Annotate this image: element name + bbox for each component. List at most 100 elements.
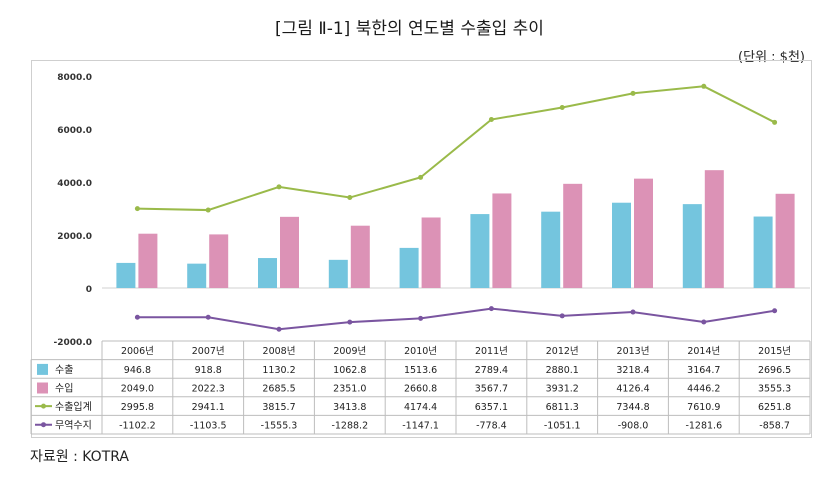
table-category-label: 2009년 [333,346,366,357]
table-cell-value: 7610.9 [687,402,720,413]
legend-key-export [37,364,48,375]
bar-export [470,214,489,288]
bar-import [280,217,299,288]
table-category-label: 2011년 [475,346,508,357]
bar-import [422,217,441,288]
point-balance [560,313,565,318]
table-cell-value: 6357.1 [475,402,508,413]
table-cell-value: -1102.2 [119,421,156,432]
table-cell-value: 1062.8 [333,365,366,376]
bar-export [400,248,419,288]
y-tick-label: 4000.0 [57,179,92,189]
bar-import [705,170,724,288]
table-cell-value: -778.4 [476,421,507,432]
y-tick-label: 0 [86,285,92,295]
point-total [489,117,494,122]
table-cell-value: 2351.0 [333,384,366,395]
bar-import [634,179,653,288]
bar-export [329,260,348,288]
table-cell-value: 4126.4 [616,384,649,395]
legend-label: 수출 [55,364,73,376]
legend-key-marker [41,422,46,427]
bar-import [209,234,228,288]
table-cell-value: 3815.7 [262,402,295,413]
table-cell-value: 4446.2 [687,384,720,395]
legend-label: 무역수지 [55,420,92,432]
bar-import [138,234,157,288]
table-cell-value: 3164.7 [687,365,720,376]
table-cell-value: 6251.8 [758,402,791,413]
table-category-label: 2015년 [758,346,791,357]
table-cell-value: -908.0 [618,421,649,432]
point-total [418,175,423,180]
table-cell-value: -1281.6 [685,421,722,432]
point-total [631,91,636,96]
chart-svg: -2000.002000.04000.06000.08000.02006년 200… [0,0,819,480]
point-balance [631,310,636,315]
table-cell-value: 1513.6 [404,365,437,376]
point-balance [277,327,282,332]
bar-export [754,217,773,288]
table-cell-value: 3567.7 [475,384,508,395]
table-cell-value: 2941.1 [192,402,225,413]
bar-export [541,212,560,288]
bar-export [258,258,277,288]
bar-import [776,194,795,288]
table-category-label: 2014년 [687,346,720,357]
point-total [135,206,140,211]
point-total [772,120,777,125]
point-balance [135,315,140,320]
table-cell-value: -1051.1 [544,421,581,432]
table-cell-value: 2049.0 [121,384,154,395]
table-cell-value: -1288.2 [331,421,368,432]
bar-export [683,204,702,288]
table-category-label: 2012년 [546,346,579,357]
table-cell-value: 6811.3 [546,402,579,413]
point-total [560,105,565,110]
bar-import [563,184,582,288]
table-cell-value: 2660.8 [404,384,437,395]
y-tick-label: 8000.0 [57,73,92,83]
point-total [347,195,352,200]
table-cell-value: 946.8 [124,365,151,376]
point-balance [772,308,777,313]
table-category-label: 2006년 [121,346,154,357]
bar-export [612,203,631,288]
bar-export [116,263,135,288]
table-cell-value: 2880.1 [546,365,579,376]
table-cell-value: -1147.1 [402,421,439,432]
point-total [206,208,211,213]
table-cell-value: 3931.2 [546,384,579,395]
table-cell-value: 3218.4 [616,365,649,376]
source-note: 자료원 : KOTRA [30,446,129,466]
point-total [701,84,706,89]
point-balance [347,320,352,325]
table-category-label: 2007년 [192,346,225,357]
bar-import [351,226,370,288]
point-total [277,184,282,189]
table-cell-value: 2789.4 [475,365,508,376]
table-cell-value: 918.8 [195,365,222,376]
y-tick-label: 2000.0 [57,232,92,242]
legend-key-import [37,383,48,394]
table-cell-value: 1130.2 [262,365,295,376]
point-balance [701,319,706,324]
table-cell-value: 3555.3 [758,384,791,395]
table-cell-value: 2995.8 [121,402,154,413]
table-cell-value: -1103.5 [190,421,227,432]
table-cell-value: 7344.8 [616,402,649,413]
line-total [137,86,774,210]
table-cell-value: 3413.8 [333,402,366,413]
table-category-label: 2013년 [617,346,650,357]
table-cell-value: 2022.3 [192,384,225,395]
point-balance [418,316,423,321]
table-cell-value: 2685.5 [262,384,295,395]
table-category-label: 2010년 [404,346,437,357]
table-cell-value: 2696.5 [758,365,791,376]
point-balance [489,306,494,311]
bar-import [492,193,511,288]
table-cell-value: 4174.4 [404,402,437,413]
table-category-label: 2008년 [263,346,296,357]
y-tick-label: 6000.0 [57,126,92,136]
legend-label: 수입 [55,382,73,395]
